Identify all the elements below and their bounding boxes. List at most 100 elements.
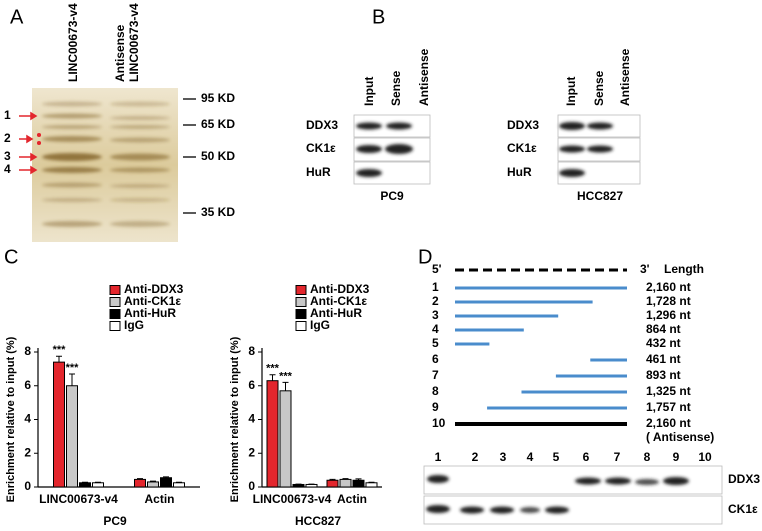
row-label: HuR [306,165,331,179]
bar [173,482,185,488]
fragment-number: 3 [432,308,439,322]
error-bar [329,478,336,481]
marker-label: 95 KD [201,91,235,105]
bar [326,479,339,488]
fragment-length: 1,728 nt [646,294,691,308]
bar [279,390,292,488]
fragment-number: 10 [432,416,446,430]
y-tick-label: 6 [248,378,255,392]
legend-swatch [295,297,307,307]
x-tick-label: Actin [145,492,175,506]
bar [365,482,378,488]
gel-image [19,88,178,242]
legend-swatch [295,321,307,331]
column-label: Sense [592,70,606,106]
error-bar [342,478,349,480]
column-label: Input [564,77,578,106]
fragment-length: 1,757 nt [646,400,691,414]
legend-label: IgG [310,318,330,332]
fragment-length: 461 nt [646,352,681,366]
lane-number: 8 [644,450,651,464]
end-label: 3' [640,262,650,276]
fragment-length: 2,160 nt [646,416,691,430]
y-tick-label: 2 [24,445,31,459]
significance: *** [53,344,67,356]
column-label: Antisense [618,48,632,106]
fragment-length: 1,296 nt [646,308,691,322]
band-label: 3 [4,149,11,163]
row-label: DDX3 [306,118,338,132]
error-bar [137,478,143,480]
legend-label: IgG [124,318,144,332]
legend-label: Anti-HuR [124,306,176,320]
panel-label: B [372,6,385,28]
y-tick-label: 8 [248,344,255,358]
lane-number: 7 [614,450,621,464]
lane-number: 2 [472,450,479,464]
blot-frames [423,465,723,525]
lane-number: 3 [500,450,507,464]
x-tick-label: Actin [337,492,367,506]
marker-label: 65 KD [201,117,235,131]
fragment-number: 7 [432,368,439,382]
lane-number: 4 [527,450,534,464]
legend-swatch [109,309,121,319]
legend-label: Anti-DDX3 [124,282,184,296]
error-bar [150,480,156,482]
row-label: DDX3 [728,472,760,486]
lane-label: LINC00673-v4 [66,3,80,82]
fragment-length: 864 nt [646,322,681,336]
x-tick-label: LINC00673-v4 [253,492,332,506]
lane-label: LINC00673-v4 [127,3,141,82]
row-label: DDX3 [507,118,539,132]
error-bar [368,481,375,483]
chart-title: HCC827 [295,514,341,528]
significance: *** [66,362,80,374]
legend-swatch [109,297,121,307]
y-tick-label: 8 [24,344,31,358]
x-tick-label: LINC00673-v4 [39,492,118,506]
panel-label: C [4,246,18,268]
fragment-note: ( Antisense) [646,430,714,444]
significance: *** [266,363,280,375]
fragment-number: 8 [432,384,439,398]
error-bar [69,373,75,386]
error-bar [56,355,62,363]
cell-line-label: PC9 [380,189,404,203]
legend-swatch [109,285,121,295]
error-bar [282,381,289,391]
significance: *** [279,370,293,382]
bar [305,483,318,488]
legend-label: Anti-DDX3 [310,282,370,296]
fragment-length: 2,160 nt [646,280,691,294]
bar [53,361,65,488]
fragment-number: 6 [432,352,439,366]
chart-title: PC9 [103,514,127,528]
length-header: Length [664,262,704,276]
fragment-number: 1 [432,280,439,294]
blot-frames [353,114,641,185]
legend-label: Anti-HuR [310,306,362,320]
lane-number: 5 [553,450,560,464]
row-label: CK1ε [728,502,758,516]
fragment-number: 5 [432,336,439,350]
column-label: Input [362,77,376,106]
fragment-length: 432 nt [646,336,681,350]
legend-swatch [109,321,121,331]
legend-label: Anti-CK1ε [124,294,181,308]
error-bar [176,481,182,483]
band-label: 4 [4,162,11,176]
bar [79,482,91,488]
row-label: CK1ε [306,141,336,155]
bar [92,482,104,488]
y-axis-label: Enrichment relative to input (%) [229,336,241,502]
fragment-length: 1,325 nt [646,384,691,398]
y-tick-label: 6 [24,378,31,392]
row-label: CK1ε [507,141,537,155]
lane-number: 6 [583,450,590,464]
lane-number: 1 [435,450,442,464]
cell-line-label: HCC827 [577,189,623,203]
band-label: 2 [4,131,11,145]
column-label: Antisense [417,48,431,106]
